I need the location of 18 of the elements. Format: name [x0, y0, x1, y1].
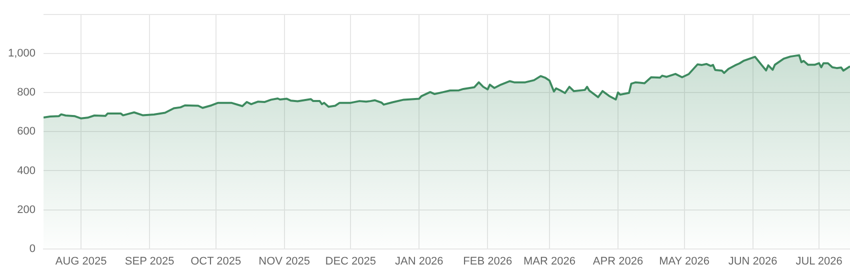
- x-tick-label: SEP 2025: [124, 255, 174, 268]
- x-tick-label: OCT 2025: [190, 255, 242, 268]
- x-tick-label: DEC 2025: [325, 255, 376, 268]
- x-tick-label: JUN 2026: [728, 255, 778, 268]
- x-tick-label: AUG 2025: [55, 255, 107, 268]
- x-tick-label: JAN 2026: [394, 255, 444, 268]
- x-tick-label: FEB 2026: [463, 255, 512, 268]
- y-tick-label: 400: [17, 164, 36, 177]
- x-tick-label: APR 2026: [592, 255, 644, 268]
- y-tick-label: 200: [17, 204, 36, 216]
- x-tick-label: NOV 2025: [258, 255, 310, 268]
- y-tick-label: 600: [17, 126, 36, 138]
- y-tick-label: 800: [17, 86, 36, 99]
- x-tick-label: JUL 2026: [796, 255, 842, 268]
- x-tick-label: MAY 2026: [659, 255, 710, 268]
- y-tick-label: 0: [29, 242, 36, 255]
- y-tick-label: 1,000: [8, 48, 36, 60]
- x-tick-label: MAR 2026: [524, 255, 576, 268]
